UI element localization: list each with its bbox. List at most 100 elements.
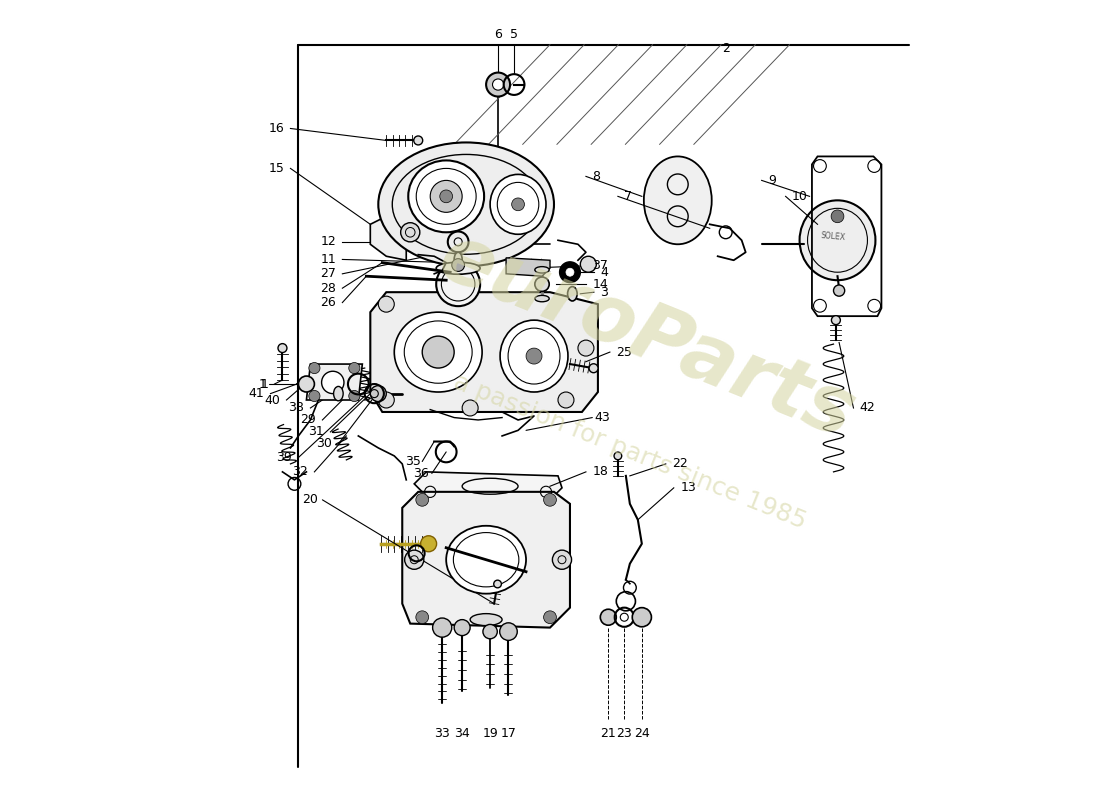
Text: 41: 41: [249, 387, 264, 400]
Circle shape: [414, 136, 422, 145]
Text: 12: 12: [320, 235, 336, 248]
Text: 13: 13: [680, 482, 696, 494]
Polygon shape: [307, 364, 362, 400]
Circle shape: [416, 611, 429, 624]
Ellipse shape: [500, 320, 568, 392]
Circle shape: [452, 258, 464, 271]
Text: 11: 11: [320, 253, 336, 266]
Text: 9: 9: [768, 174, 776, 187]
Text: 42: 42: [860, 402, 876, 414]
Circle shape: [378, 296, 394, 312]
Circle shape: [566, 268, 574, 276]
Circle shape: [499, 623, 517, 640]
Circle shape: [494, 580, 502, 588]
Circle shape: [422, 538, 435, 550]
Text: 4: 4: [601, 266, 608, 278]
Text: 22: 22: [672, 458, 688, 470]
Circle shape: [432, 618, 452, 637]
Circle shape: [512, 198, 525, 210]
Text: 2: 2: [722, 42, 729, 55]
Text: 31: 31: [308, 426, 324, 438]
Text: 7: 7: [625, 190, 632, 203]
Polygon shape: [415, 472, 562, 500]
Circle shape: [581, 256, 596, 272]
Ellipse shape: [535, 277, 549, 291]
Text: a passion for parts since 1985: a passion for parts since 1985: [450, 370, 810, 534]
Text: 37: 37: [592, 259, 608, 272]
Text: 20: 20: [302, 494, 318, 506]
Text: 43: 43: [594, 411, 609, 424]
Circle shape: [558, 392, 574, 408]
Text: 34: 34: [454, 727, 470, 741]
Text: 36: 36: [412, 467, 429, 480]
Text: 27: 27: [320, 267, 336, 280]
Circle shape: [543, 494, 557, 506]
Circle shape: [834, 285, 845, 296]
Ellipse shape: [491, 174, 546, 234]
Circle shape: [832, 316, 840, 325]
Circle shape: [349, 362, 360, 374]
Circle shape: [371, 386, 386, 402]
Ellipse shape: [437, 262, 480, 274]
Ellipse shape: [394, 312, 482, 392]
Ellipse shape: [408, 161, 484, 232]
Text: 33: 33: [434, 727, 450, 741]
Polygon shape: [371, 292, 598, 412]
Ellipse shape: [321, 371, 344, 394]
Text: 25: 25: [616, 346, 632, 358]
Text: 18: 18: [592, 466, 608, 478]
Circle shape: [552, 550, 572, 570]
Circle shape: [400, 222, 420, 242]
Text: 26: 26: [320, 296, 336, 309]
Circle shape: [578, 340, 594, 356]
Circle shape: [493, 79, 504, 90]
Ellipse shape: [422, 336, 454, 368]
Text: 16: 16: [268, 122, 284, 135]
Circle shape: [614, 452, 622, 460]
Text: 30: 30: [316, 438, 332, 450]
Ellipse shape: [535, 266, 549, 273]
Circle shape: [309, 362, 320, 374]
Text: 23: 23: [616, 727, 632, 741]
Text: 38: 38: [288, 402, 304, 414]
Polygon shape: [506, 258, 550, 276]
Circle shape: [454, 620, 470, 635]
Circle shape: [309, 390, 320, 402]
Circle shape: [486, 73, 510, 97]
Text: 10: 10: [792, 190, 807, 203]
Ellipse shape: [430, 180, 462, 212]
Circle shape: [590, 364, 598, 373]
Text: 35: 35: [405, 455, 420, 468]
Text: 32: 32: [293, 466, 308, 478]
Ellipse shape: [568, 286, 578, 301]
Circle shape: [526, 348, 542, 364]
Ellipse shape: [470, 614, 502, 626]
Text: 15: 15: [268, 162, 284, 175]
Text: 6: 6: [494, 28, 502, 41]
Text: 3: 3: [601, 286, 608, 298]
Ellipse shape: [437, 262, 480, 306]
Circle shape: [349, 390, 360, 402]
Circle shape: [560, 262, 581, 282]
Text: 14: 14: [592, 278, 608, 290]
Polygon shape: [371, 216, 406, 260]
Ellipse shape: [333, 386, 343, 401]
Ellipse shape: [535, 295, 549, 302]
Text: 8: 8: [592, 170, 601, 183]
Text: 28: 28: [320, 282, 336, 294]
Circle shape: [462, 400, 478, 416]
Circle shape: [543, 611, 557, 624]
Text: 19: 19: [482, 727, 498, 741]
Ellipse shape: [447, 526, 526, 594]
Text: 40: 40: [264, 394, 280, 406]
Ellipse shape: [454, 252, 462, 266]
Circle shape: [483, 625, 497, 638]
Text: 24: 24: [634, 727, 650, 741]
Text: 21: 21: [601, 727, 616, 741]
Text: SOLEX: SOLEX: [821, 230, 846, 242]
Ellipse shape: [378, 142, 554, 266]
Text: 29: 29: [300, 414, 316, 426]
Circle shape: [405, 550, 424, 570]
Polygon shape: [403, 492, 570, 628]
Circle shape: [420, 536, 437, 552]
